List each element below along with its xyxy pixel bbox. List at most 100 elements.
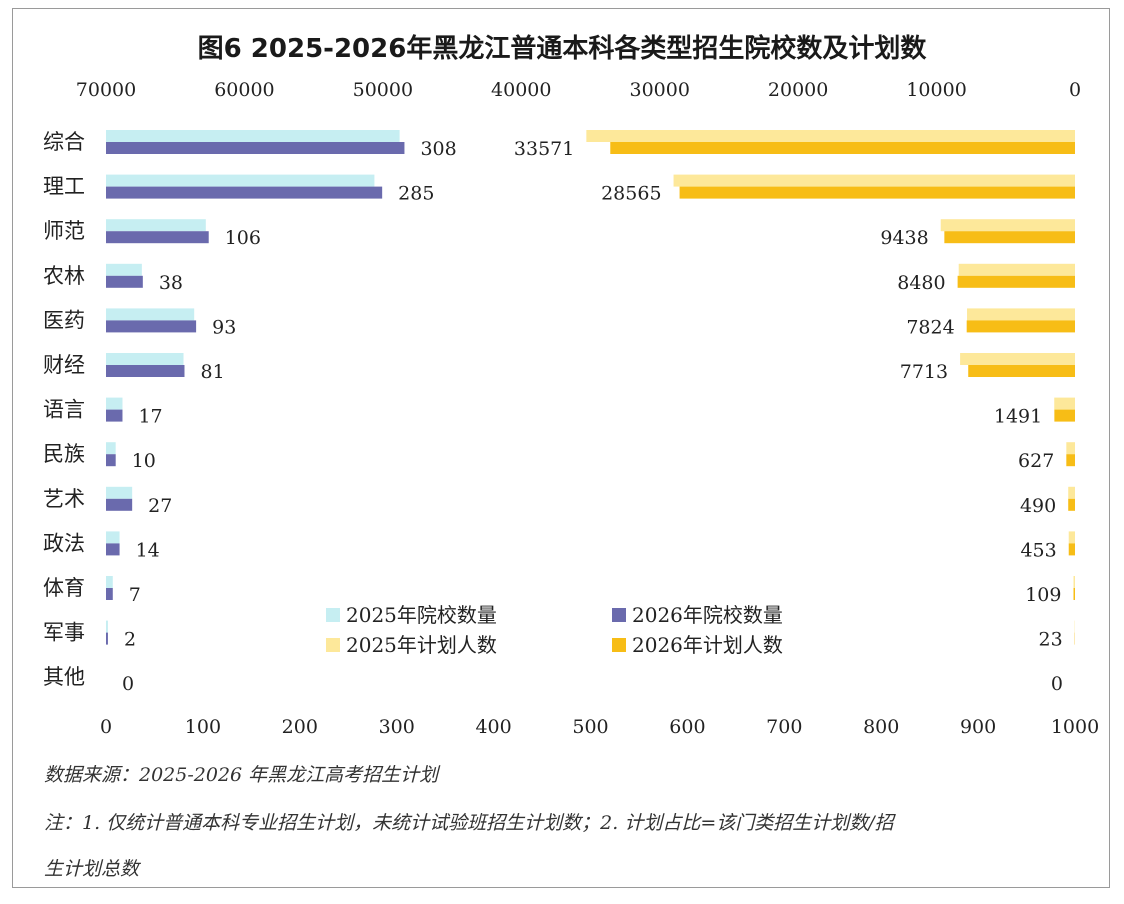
data-label-2026-plan: 0 [1051,673,1063,695]
bar-2025-schools [106,576,113,588]
bar-2025-plan [940,219,1075,232]
bottom-axis-tick-label: 900 [960,716,996,738]
chart-frame [12,8,1110,888]
data-label-2026-schools: 27 [148,495,172,517]
legend-swatch [612,638,626,652]
bottom-axis-tick-label: 500 [572,716,608,738]
category-label: 其他 [43,665,85,689]
bar-2026-plan [1068,543,1075,556]
category-label: 政法 [43,531,85,555]
data-label-2026-schools: 7 [129,584,141,606]
data-label-2026-schools: 81 [200,361,224,383]
bar-2025-plan [1068,531,1075,544]
legend-label: 2025年计划人数 [346,633,497,657]
top-axis-tick-label: 20000 [768,79,828,101]
data-label-2026-plan: 9438 [880,227,928,249]
category-label: 财经 [43,353,85,377]
data-label-2026-plan: 627 [1018,450,1054,472]
data-label-2026-plan: 1491 [994,406,1042,428]
bar-2026-plan [1054,409,1075,422]
bar-2026-plan [966,320,1075,333]
bar-2026-plan [1073,588,1075,600]
bar-2026-schools [106,231,209,244]
data-label-2026-schools: 10 [132,450,156,472]
legend-swatch [326,638,340,652]
category-label: 民族 [43,442,85,466]
top-axis-tick-label: 0 [1069,79,1081,101]
bar-2026-plan [1068,498,1075,511]
category-label: 艺术 [43,487,85,511]
legend-swatch [326,608,340,622]
bar-2026-schools [106,632,108,645]
data-label-2026-schools: 285 [398,183,434,205]
bar-2025-schools [106,620,108,633]
data-label-2026-plan: 8480 [897,272,945,294]
bottom-axis-tick-label: 200 [282,716,318,738]
bar-2025-schools [106,219,206,232]
data-label-2026-plan: 7824 [906,316,954,338]
bar-2025-schools [106,531,120,544]
bar-2026-schools [106,275,143,288]
bar-2026-plan [968,365,1075,377]
legend-label: 2025年院校数量 [346,603,497,627]
bar-2025-schools [106,353,184,365]
bottom-axis-tick-label: 400 [475,716,511,738]
footnote-line-2: 生计划总数 [44,858,140,880]
chart-title: 图6 2025-2026年黑龙江普通本科各类型招生院校数及计划数 [197,34,927,64]
category-label: 理工 [43,175,85,199]
bar-2025-schools [106,308,195,321]
data-label-2026-plan: 33571 [514,138,574,160]
data-label-2026-plan: 490 [1020,495,1056,517]
bar-2025-schools [106,263,142,276]
bar-2026-schools [106,320,197,333]
bar-2025-plan [1066,442,1075,455]
bar-2025-plan [1054,397,1075,410]
bar-2026-schools [106,409,123,422]
category-label: 体育 [43,576,85,600]
footnote-line-1: 注：1. 仅统计普通本科专业招生计划，未统计试验班招生计划数；2. 计划占比=该… [44,812,894,834]
top-axis-tick-label: 50000 [353,79,413,101]
bottom-axis-tick-label: 700 [766,716,802,738]
data-label-2026-schools: 0 [122,673,134,695]
bar-2025-plan [673,174,1075,187]
data-label-2026-schools: 93 [212,316,236,338]
bar-2026-plan [610,142,1075,154]
data-label-2026-plan: 453 [1020,539,1056,561]
bar-2026-schools [106,186,383,199]
bar-2025-plan [967,308,1075,321]
bar-2026-schools [106,454,116,467]
legend-label: 2026年计划人数 [632,633,783,657]
bar-2025-plan [960,353,1075,365]
bar-2025-plan [586,130,1075,142]
category-label: 师范 [43,219,85,243]
data-label-2026-schools: 308 [420,138,456,160]
data-label-2026-schools: 14 [136,539,160,561]
bar-2025-schools [106,397,123,410]
bar-2026-plan [679,186,1075,199]
bar-2025-schools [106,486,133,499]
data-label-2026-schools: 38 [159,272,183,294]
category-label: 语言 [43,398,85,422]
category-label: 医药 [43,308,85,332]
bar-2025-plan [1068,486,1075,499]
bar-2025-plan [958,263,1075,276]
bar-2026-schools [106,543,120,556]
data-label-2026-plan: 109 [1025,584,1061,606]
top-axis-tick-label: 70000 [76,79,136,101]
bar-2026-plan [957,275,1075,288]
bar-2025-schools [106,130,400,142]
bar-2026-schools [106,142,405,154]
bar-2026-schools [106,365,185,377]
data-label-2026-plan: 23 [1038,629,1062,651]
bottom-axis-tick-label: 1000 [1051,716,1099,738]
category-label: 军事 [43,621,85,645]
source-note: 数据来源：2025-2026 年黑龙江高考招生计划 [44,764,439,786]
data-label-2026-schools: 2 [124,629,136,651]
bottom-axis-tick-label: 600 [669,716,705,738]
data-label-2026-schools: 106 [225,227,261,249]
bottom-axis-tick-label: 100 [185,716,221,738]
category-label: 综合 [43,130,85,154]
data-label-2026-plan: 7713 [900,361,948,383]
bottom-axis-tick-label: 300 [379,716,415,738]
